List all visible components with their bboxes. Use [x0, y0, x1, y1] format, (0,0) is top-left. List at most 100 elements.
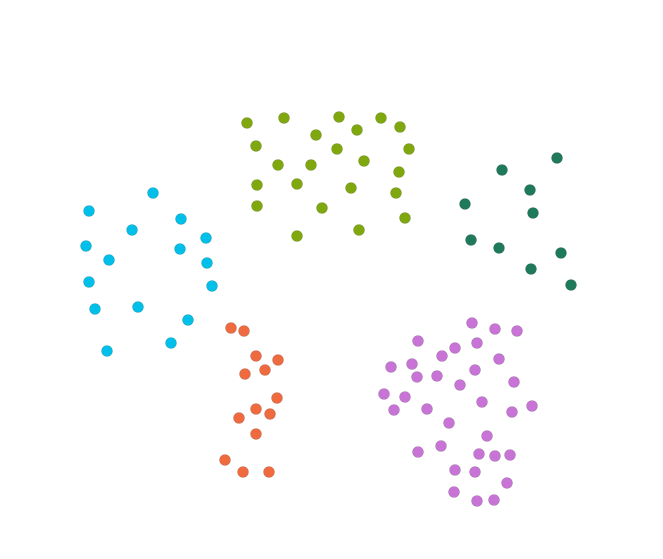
data-point [469, 364, 481, 376]
data-point [103, 254, 115, 266]
data-point [459, 198, 471, 210]
data-point [393, 166, 405, 178]
data-point [305, 159, 317, 171]
data-point [469, 466, 481, 478]
data-point [182, 314, 194, 326]
data-point [101, 345, 113, 357]
data-point [83, 205, 95, 217]
data-point [251, 179, 263, 191]
data-point [489, 450, 501, 462]
data-point [565, 279, 577, 291]
data-point [449, 464, 461, 476]
data-point [278, 112, 290, 124]
data-point [165, 337, 177, 349]
data-point [551, 152, 563, 164]
series-2 [241, 111, 415, 242]
data-point [506, 406, 518, 418]
data-point [431, 370, 443, 382]
data-point [412, 335, 424, 347]
data-point [291, 178, 303, 190]
data-point [250, 403, 262, 415]
data-point [465, 234, 477, 246]
points-layer [80, 111, 577, 507]
data-point [271, 392, 283, 404]
data-point [250, 140, 262, 152]
data-point [394, 121, 406, 133]
data-point [412, 446, 424, 458]
data-point [238, 325, 250, 337]
data-point [555, 247, 567, 259]
data-point [449, 342, 461, 354]
data-point [476, 396, 488, 408]
data-point [411, 371, 423, 383]
data-point [80, 240, 92, 252]
data-point [263, 466, 275, 478]
data-point [83, 276, 95, 288]
data-point [466, 317, 478, 329]
data-point [501, 477, 513, 489]
data-point [206, 280, 218, 292]
data-point [331, 143, 343, 155]
series-4 [219, 322, 284, 478]
data-point [251, 200, 263, 212]
data-point [250, 350, 262, 362]
data-point [264, 408, 276, 420]
data-point [333, 111, 345, 123]
data-point [174, 243, 186, 255]
data-point [504, 449, 516, 461]
data-point [435, 440, 447, 452]
data-point [525, 263, 537, 275]
data-point [291, 230, 303, 242]
data-point [436, 350, 448, 362]
data-point [132, 301, 144, 313]
data-point [126, 224, 138, 236]
data-point [353, 224, 365, 236]
data-point [481, 430, 493, 442]
data-point [201, 257, 213, 269]
data-point [316, 202, 328, 214]
data-point [493, 242, 505, 254]
data-point [219, 454, 231, 466]
data-point [471, 495, 483, 507]
data-point [496, 164, 508, 176]
series-5 [378, 317, 538, 507]
series-1 [80, 187, 218, 357]
data-point [508, 376, 520, 388]
data-point [488, 494, 500, 506]
data-point [473, 448, 485, 460]
data-point [526, 400, 538, 412]
data-point [239, 368, 251, 380]
data-point [406, 358, 418, 370]
data-point [233, 412, 245, 424]
data-point [272, 354, 284, 366]
data-point [390, 187, 402, 199]
data-point [310, 129, 322, 141]
data-point [399, 212, 411, 224]
data-point [375, 112, 387, 124]
data-point [89, 303, 101, 315]
series-3 [459, 152, 577, 291]
data-point [471, 337, 483, 349]
data-point [250, 428, 262, 440]
data-point [524, 184, 536, 196]
data-point [200, 232, 212, 244]
data-point [175, 213, 187, 225]
data-point [385, 361, 397, 373]
data-point [378, 388, 390, 400]
data-point [351, 124, 363, 136]
data-point [345, 182, 357, 194]
data-point [403, 143, 415, 155]
data-point [421, 403, 433, 415]
data-point [443, 417, 455, 429]
data-point [241, 117, 253, 129]
data-point [225, 322, 237, 334]
data-point [259, 364, 271, 376]
data-point [448, 486, 460, 498]
data-point [399, 391, 411, 403]
data-point [388, 404, 400, 416]
data-point [511, 325, 523, 337]
data-point [358, 155, 370, 167]
data-point [493, 353, 505, 365]
data-point [272, 159, 284, 171]
